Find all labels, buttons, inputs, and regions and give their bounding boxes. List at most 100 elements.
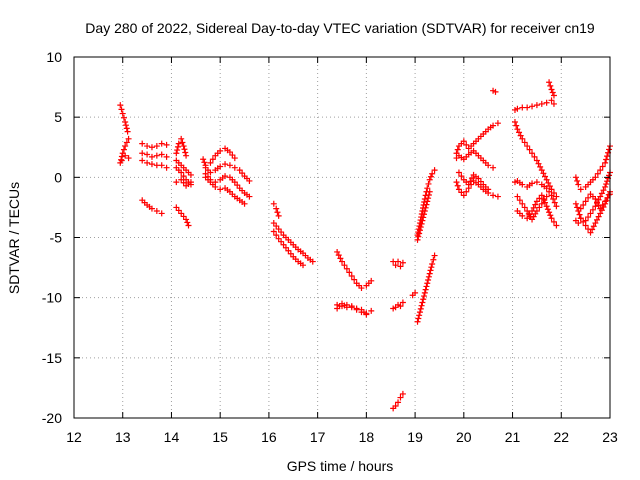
- x-tick-label: 14: [164, 429, 180, 445]
- data-point: [231, 164, 238, 171]
- data-point: [544, 206, 551, 213]
- axis-ticks: [73, 56, 611, 419]
- data-point: [125, 135, 132, 142]
- data-point: [604, 153, 611, 160]
- data-point: [278, 238, 285, 245]
- data-track: [409, 289, 419, 299]
- data-point: [425, 273, 432, 280]
- data-point: [358, 285, 365, 292]
- data-point: [606, 146, 613, 153]
- data-point: [175, 207, 182, 214]
- data-point: [416, 230, 423, 237]
- y-tick-label: 0: [54, 169, 62, 185]
- data-point: [514, 126, 521, 133]
- data-point: [490, 122, 497, 129]
- data-point: [153, 208, 160, 215]
- data-point: [181, 146, 188, 153]
- data-point: [183, 152, 190, 159]
- data-track: [390, 390, 406, 412]
- data-point: [184, 219, 191, 226]
- data-point: [118, 157, 125, 164]
- data-point: [123, 139, 130, 146]
- data-point: [427, 173, 434, 180]
- data-track: [117, 102, 131, 135]
- data-point: [363, 311, 370, 318]
- data-track: [334, 300, 370, 318]
- chart-title: Day 280 of 2022, Sidereal Day-to-day VTE…: [85, 20, 595, 36]
- data-point: [494, 120, 501, 127]
- data-point: [187, 171, 194, 178]
- data-point: [163, 153, 170, 160]
- data-point: [246, 177, 253, 184]
- data-point: [239, 170, 246, 177]
- data-point: [529, 180, 536, 187]
- data-point: [589, 226, 596, 233]
- data-point: [174, 143, 181, 150]
- data-point: [420, 296, 427, 303]
- data-point: [275, 226, 282, 233]
- data-point: [524, 215, 531, 222]
- data-point: [222, 161, 229, 168]
- data-point: [421, 208, 428, 215]
- data-point: [524, 143, 531, 150]
- data-point: [270, 228, 277, 235]
- data-point: [426, 270, 433, 277]
- data-point: [585, 214, 592, 221]
- data-point: [234, 182, 241, 189]
- data-point: [533, 208, 540, 215]
- data-point: [153, 143, 160, 150]
- data-point: [148, 153, 155, 160]
- data-point: [540, 195, 547, 202]
- data-point: [602, 159, 609, 166]
- data-point: [426, 188, 433, 195]
- data-point: [429, 170, 436, 177]
- data-point: [422, 286, 429, 293]
- data-point: [594, 216, 601, 223]
- data-point: [275, 235, 282, 242]
- data-point: [163, 164, 170, 171]
- data-point: [125, 155, 132, 162]
- data-point: [144, 159, 151, 166]
- data-point: [241, 200, 248, 207]
- x-tick-label: 19: [407, 429, 423, 445]
- y-tick-label: -5: [50, 230, 63, 246]
- data-point: [178, 210, 185, 217]
- data-point: [275, 212, 282, 219]
- data-point: [590, 223, 597, 230]
- data-point: [139, 150, 146, 157]
- data-point: [180, 173, 187, 180]
- data-track: [202, 174, 248, 207]
- data-point: [201, 159, 208, 166]
- data-track: [453, 120, 501, 157]
- data-point: [139, 157, 146, 164]
- data-point: [519, 135, 526, 142]
- data-point: [553, 203, 560, 210]
- x-tick-label: 23: [602, 429, 618, 445]
- data-point: [543, 193, 550, 200]
- data-point: [536, 195, 543, 202]
- data-point: [158, 210, 165, 217]
- data-point: [417, 305, 424, 312]
- y-tick-label: -10: [42, 290, 62, 306]
- data-point: [454, 182, 461, 189]
- data-point: [148, 161, 155, 168]
- y-tick-labels: -20 -15 -10 -5 0 5 10: [42, 49, 62, 426]
- data-point: [458, 173, 465, 180]
- data-point: [521, 139, 528, 146]
- data-track: [414, 188, 433, 243]
- data-point: [453, 179, 460, 186]
- data-point: [212, 183, 219, 190]
- data-point: [587, 210, 594, 217]
- data-point: [541, 197, 548, 204]
- data-point: [392, 262, 399, 269]
- data-point: [547, 212, 554, 219]
- data-point: [536, 204, 543, 211]
- data-point: [148, 144, 155, 151]
- data-point: [594, 170, 601, 177]
- data-point: [337, 255, 344, 262]
- data-point: [412, 289, 419, 296]
- y-tick-label: -15: [42, 350, 62, 366]
- data-point: [415, 315, 422, 322]
- data-point: [270, 220, 277, 227]
- data-point: [178, 176, 185, 183]
